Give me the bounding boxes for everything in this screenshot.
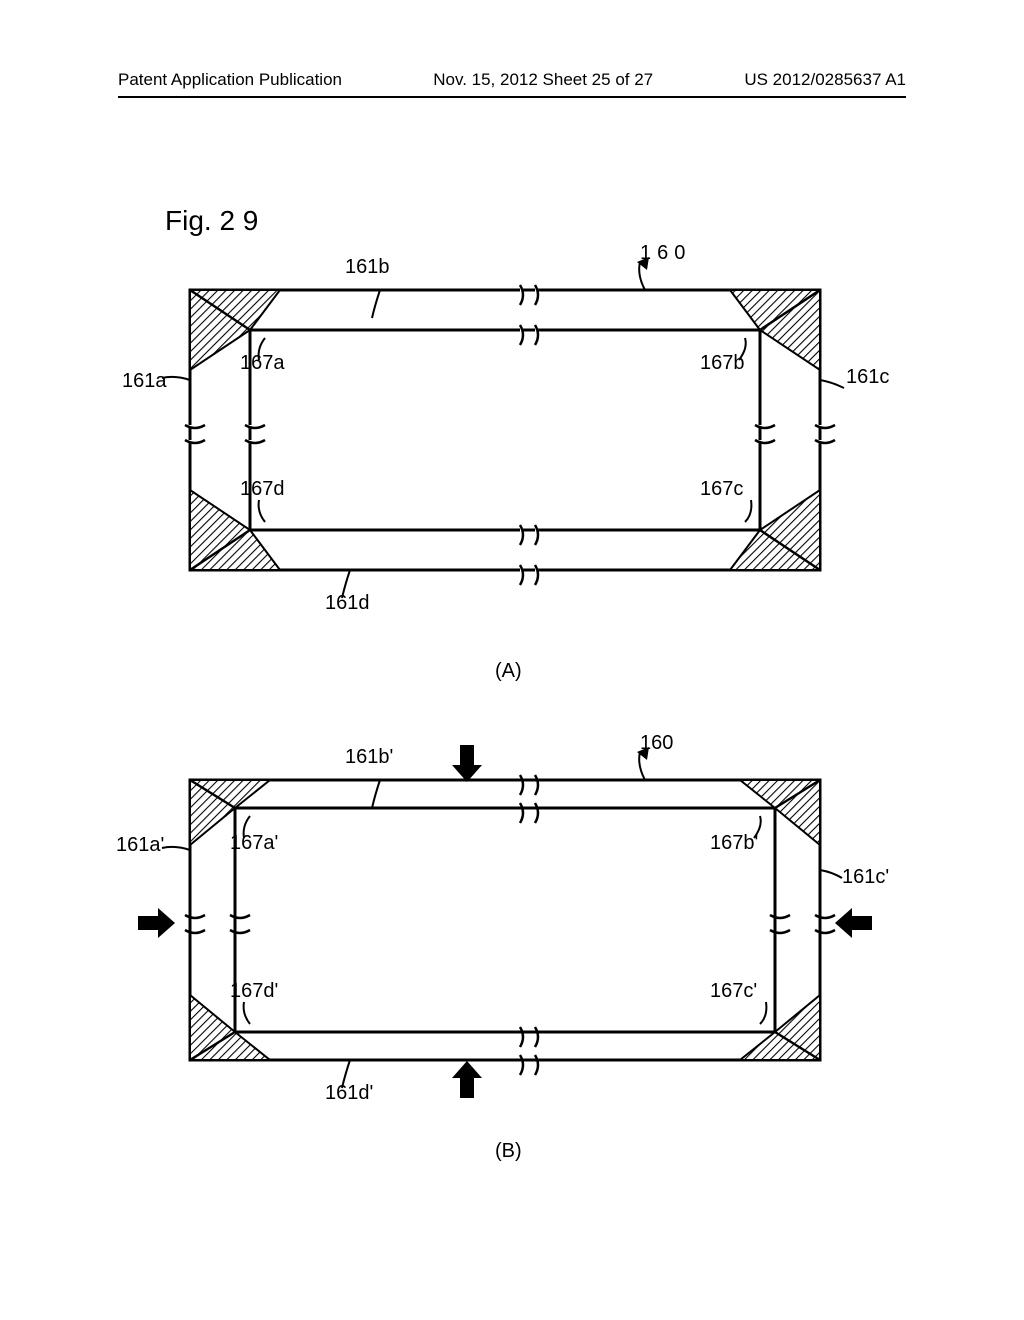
label-167b-b: 167b' xyxy=(710,832,758,855)
header-patent-number: US 2012/0285637 A1 xyxy=(744,70,906,90)
subfigure-b-label: (B) xyxy=(495,1140,522,1163)
header-publication: Patent Application Publication xyxy=(118,70,342,90)
label-161b-b: 161b' xyxy=(345,746,393,769)
label-161d-b: 161d' xyxy=(325,1082,373,1105)
label-167c-b: 167c' xyxy=(710,980,757,1003)
diagram-a: 160 161b 161a 161c 161d 167a 167b 167d 1… xyxy=(130,250,890,640)
label-161a-a: 161a xyxy=(122,370,167,393)
label-167a-b: 167a' xyxy=(230,832,278,855)
label-161b-a: 161b xyxy=(345,256,390,279)
label-167d-b: 167d' xyxy=(230,980,278,1003)
diagram-b: 160 161b' 161a' 161c' 161d' 167a' 167b' … xyxy=(130,740,890,1130)
label-160-a: 160 xyxy=(640,242,691,265)
label-167b-a: 167b xyxy=(700,352,745,375)
figure-title: Fig. 2 9 xyxy=(165,205,258,237)
header-date-sheet: Nov. 15, 2012 Sheet 25 of 27 xyxy=(433,70,653,90)
label-161c-a: 161c xyxy=(846,366,889,389)
label-161c-b: 161c' xyxy=(842,866,889,889)
header-rule xyxy=(118,96,906,98)
subfigure-a-label: (A) xyxy=(495,660,522,683)
label-167d-a: 167d xyxy=(240,478,285,501)
label-160-b: 160 xyxy=(640,732,673,755)
label-161a-b: 161a' xyxy=(116,834,164,857)
label-167c-a: 167c xyxy=(700,478,743,501)
label-167a-a: 167a xyxy=(240,352,285,375)
label-161d-a: 161d xyxy=(325,592,370,615)
